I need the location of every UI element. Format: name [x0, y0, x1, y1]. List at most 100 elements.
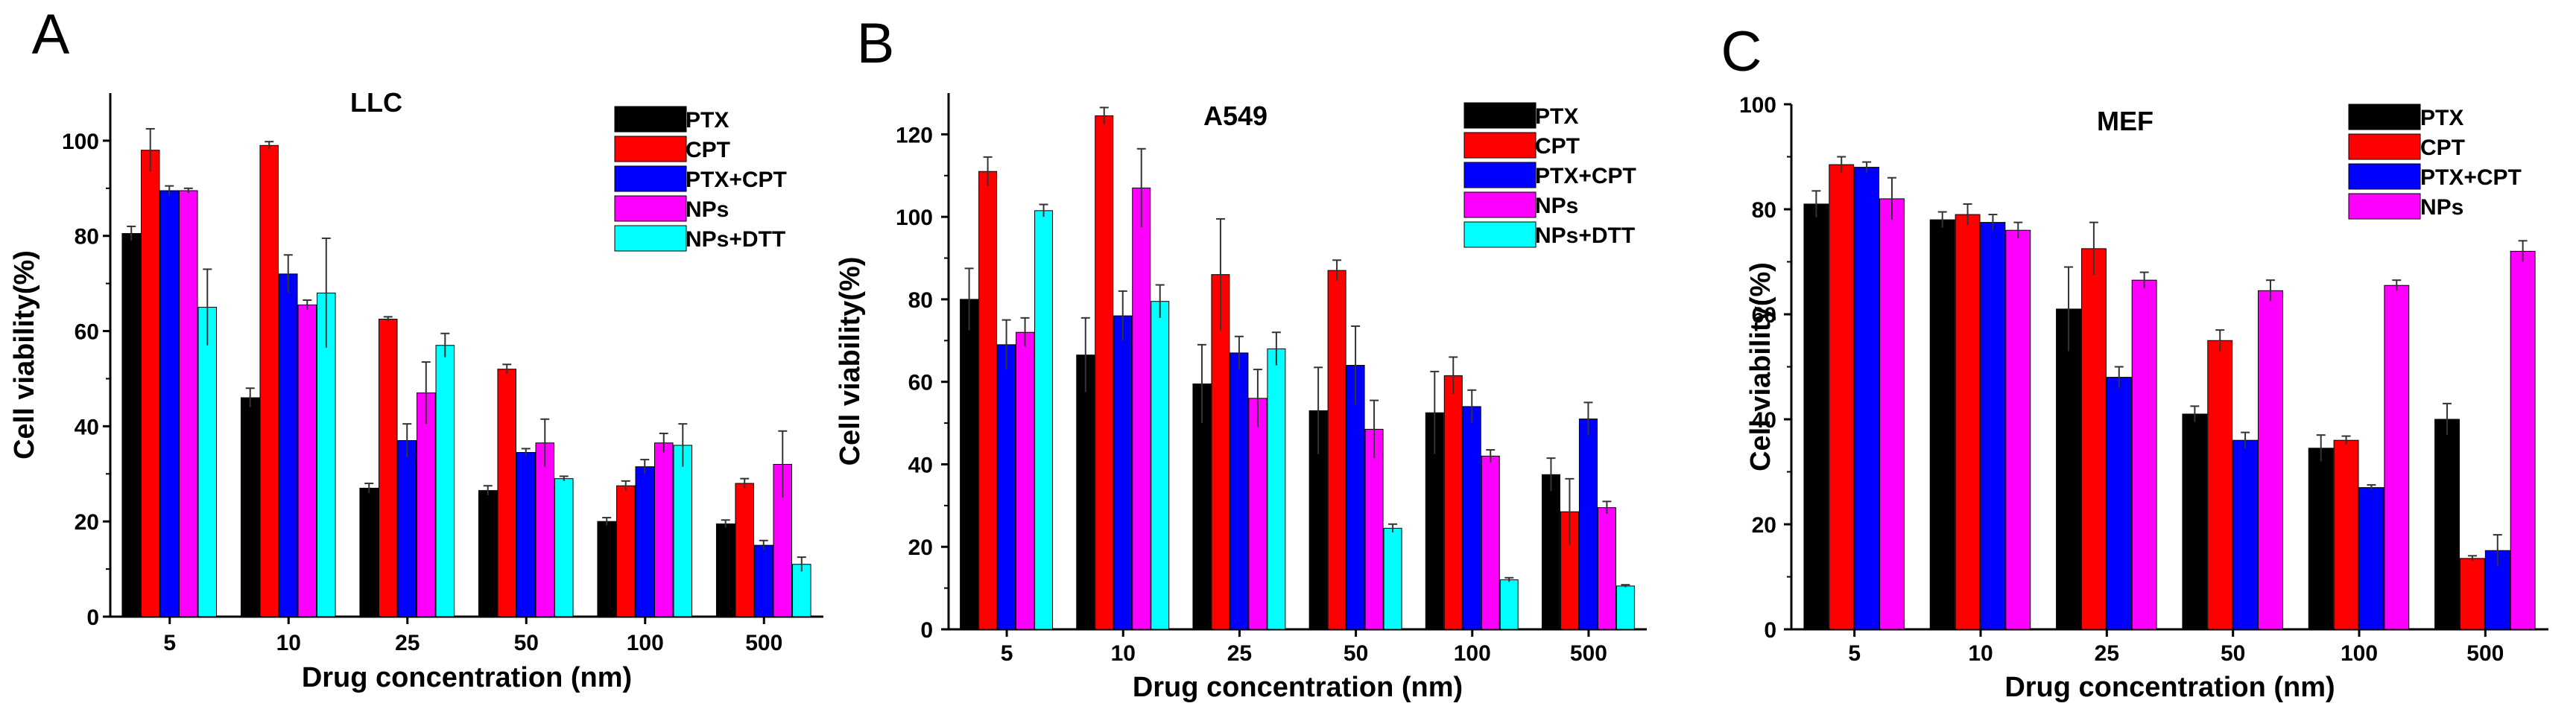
bar: [1248, 398, 1268, 630]
bar: [2005, 229, 2031, 630]
bar: [2308, 448, 2334, 630]
chart-title: LLC: [350, 87, 402, 118]
legend-swatch: [1463, 162, 1537, 188]
x-tick-label: 10: [1968, 641, 1993, 666]
legend-swatch: [614, 195, 687, 222]
legend-label: NPs+DTT: [686, 227, 785, 252]
chart-panel-a: A 0 20 40 60 80 100 5 10 25 50 100 500 LLC Drug concen…: [9, 3, 823, 693]
bar: [554, 478, 574, 617]
x-axis-label: Drug concentration (nm): [302, 662, 632, 693]
x-tick-label: 25: [2095, 641, 2119, 666]
legend-label: CPT: [1535, 134, 1580, 159]
bar: [516, 452, 536, 617]
bar: [497, 369, 516, 617]
x-tick-label: 25: [1227, 641, 1252, 666]
bar: [1481, 455, 1500, 630]
x-tick-label: 100: [2341, 641, 2378, 666]
bar: [1383, 527, 1402, 630]
legend-label: NPs+DTT: [1535, 223, 1635, 248]
legend-swatch: [614, 136, 687, 162]
y-tick-label: 60: [908, 371, 933, 395]
bar: [2106, 377, 2132, 630]
bar: [715, 523, 735, 617]
bar: [2510, 250, 2536, 630]
bar: [654, 442, 674, 617]
bar: [1327, 270, 1346, 630]
bar: [1803, 203, 1829, 630]
chart-panel-b: B 0 20 40 60 80 100 120 5 10 25 50 100 500 A549 Drug co…: [835, 12, 1647, 703]
bar: [2434, 419, 2460, 630]
bar: [1364, 428, 1384, 630]
bar: [1113, 315, 1133, 630]
bar: [673, 445, 693, 617]
x-axis-label: Drug concentration (nm): [2004, 672, 2335, 703]
y-tick-label: 20: [75, 510, 99, 535]
x-tick-label: 100: [627, 631, 664, 655]
bar: [1980, 222, 2006, 630]
bar: [1499, 579, 1519, 630]
legend-swatch: [2348, 133, 2421, 160]
bar: [179, 190, 198, 617]
chart-title: MEF: [2097, 106, 2153, 136]
panel-letter: A: [32, 3, 70, 66]
bar: [1076, 354, 1095, 630]
panel-letter: C: [1721, 20, 1762, 83]
bar: [197, 307, 218, 617]
bar: [997, 344, 1016, 630]
bar: [1132, 187, 1151, 630]
bar: [1151, 301, 1170, 630]
bar: [259, 144, 279, 617]
bar: [1346, 365, 1365, 630]
legend: PTX CPT PTX+CPT NPs NPs+DTT: [1463, 102, 1636, 248]
y-tick-label: 80: [1752, 198, 1776, 223]
x-tick-label: 50: [514, 631, 539, 655]
bar: [140, 150, 160, 617]
bar: [1462, 406, 1481, 630]
x-axis-label: Drug concentration (nm): [1133, 672, 1463, 703]
bar: [1879, 198, 1905, 630]
x-tick-label: 500: [745, 631, 782, 655]
y-tick-label: 40: [1752, 408, 1776, 433]
legend-swatch: [2348, 163, 2421, 190]
x-tick-label: 500: [2466, 641, 2504, 666]
x-tick-label: 10: [276, 631, 301, 655]
legend-swatch: [2348, 193, 2421, 220]
bar: [317, 292, 336, 617]
legend-label: PTX+CPT: [686, 168, 787, 192]
chart-panel-c: C 0 20 40 60 80 100 5 10 25 50 100 500 MEF Drug concen…: [1721, 20, 2548, 703]
x-tick-label: 5: [163, 631, 176, 655]
bar: [2358, 487, 2384, 630]
bar: [2080, 248, 2107, 630]
bar: [2131, 279, 2157, 630]
legend-label: PTX+CPT: [1535, 164, 1636, 188]
y-tick-label: 100: [1739, 93, 1776, 118]
x-tick-label: 100: [1454, 641, 1491, 666]
bar: [278, 273, 298, 617]
bar: [2182, 413, 2208, 630]
bar: [1267, 348, 1286, 630]
bar: [297, 304, 317, 617]
legend-swatch: [614, 165, 687, 192]
bar: [753, 544, 773, 617]
legend: PTX CPT PTX+CPT NPs: [2348, 104, 2522, 220]
y-tick-label: 0: [86, 605, 99, 630]
bar: [2459, 558, 2485, 630]
bar: [635, 466, 655, 617]
bar: [159, 190, 180, 617]
legend-label: PTX: [1535, 104, 1578, 129]
bar: [1829, 164, 1855, 630]
legend-label: NPs: [686, 197, 729, 222]
bar: [240, 397, 260, 617]
x-tick-label: 10: [1111, 641, 1136, 666]
x-tick-label: 5: [1848, 641, 1861, 666]
bar: [1615, 585, 1635, 630]
bar: [1854, 167, 1880, 630]
y-tick-label: 100: [896, 206, 933, 230]
bar: [435, 345, 455, 617]
y-tick-label: 40: [908, 453, 933, 477]
x-tick-label: 50: [1344, 641, 1368, 666]
legend-label: CPT: [686, 138, 730, 162]
bar: [2333, 439, 2359, 630]
y-tick-label: 80: [75, 225, 99, 249]
bar: [1955, 214, 1981, 630]
